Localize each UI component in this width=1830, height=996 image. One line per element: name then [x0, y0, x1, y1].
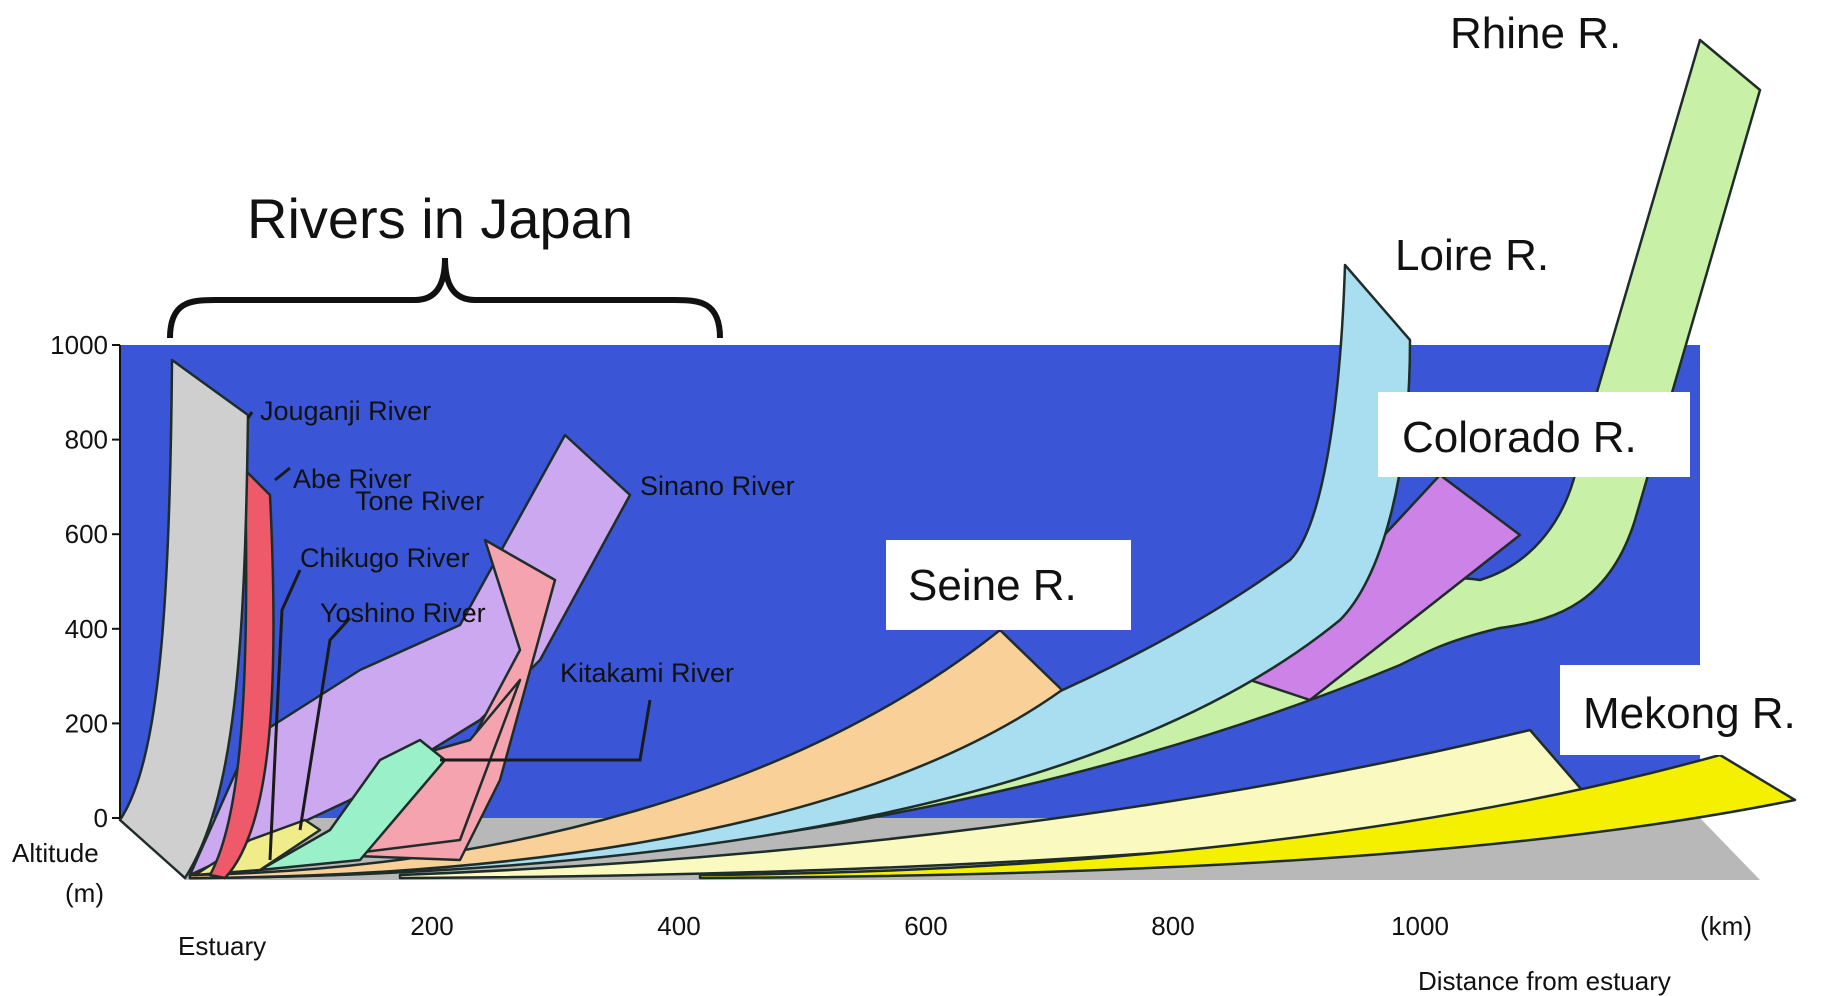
- leader-line-abe: [274, 466, 291, 482]
- label-rhine: Rhine R.: [1450, 9, 1621, 58]
- x-tick-label: 1000: [1391, 911, 1449, 941]
- y-tick-label: 1000: [50, 330, 108, 360]
- japan-group-title: Rivers in Japan: [247, 187, 633, 250]
- y-axis-label: Altitude: [12, 838, 99, 868]
- japan-bracket: [167, 257, 723, 339]
- label-yoshino: Yoshino River: [320, 598, 486, 628]
- river-abe: [208, 468, 275, 880]
- label-abe: Abe River: [293, 464, 412, 494]
- label-mekong: Mekong R.: [1583, 689, 1796, 738]
- x-tick-label: 600: [904, 911, 947, 941]
- label-seine: Seine R.: [908, 561, 1077, 610]
- river-yellow: [698, 753, 1797, 880]
- label-box-colorado: [1378, 392, 1690, 477]
- label-box-seine: [886, 540, 1131, 630]
- river-jouganji: [118, 358, 250, 880]
- x-origin-label: Estuary: [178, 931, 266, 961]
- y-tick-label: 200: [65, 708, 108, 738]
- leader-line-yoshino: [298, 616, 352, 831]
- label-loire: Loire R.: [1395, 231, 1549, 280]
- river-yoshino: [258, 738, 447, 872]
- x-tick-label: 200: [410, 911, 453, 941]
- x-tick-label: 800: [1151, 911, 1194, 941]
- y-tick-label: 0: [94, 803, 108, 833]
- y-axis-ticks: 0 200 400 600 800 1000: [50, 330, 120, 833]
- x-axis-unit: (km): [1700, 911, 1752, 941]
- y-tick-label: 800: [65, 425, 108, 455]
- y-tick-label: 600: [65, 519, 108, 549]
- x-tick-label: 400: [657, 911, 700, 941]
- label-jouganji: Jouganji River: [260, 396, 431, 426]
- label-tone: Tone River: [355, 486, 484, 516]
- leader-line-chikugo: [268, 569, 302, 861]
- label-box-mekong: [1560, 665, 1830, 755]
- river-seine: [188, 628, 1064, 880]
- x-axis-label: Distance from estuary: [1418, 966, 1671, 996]
- label-sinano: Sinano River: [640, 471, 795, 501]
- y-axis-unit: (m): [65, 878, 104, 908]
- label-colorado: Colorado R.: [1402, 413, 1637, 462]
- leader-line-jouganji: [246, 411, 254, 419]
- leader-line-kitakami: [440, 699, 652, 762]
- label-chikugo: Chikugo River: [300, 543, 470, 573]
- x-axis-ticks: 200 400 600 800 1000: [410, 911, 1449, 941]
- y-tick-label: 400: [65, 614, 108, 644]
- label-kitakami: Kitakami River: [560, 658, 734, 688]
